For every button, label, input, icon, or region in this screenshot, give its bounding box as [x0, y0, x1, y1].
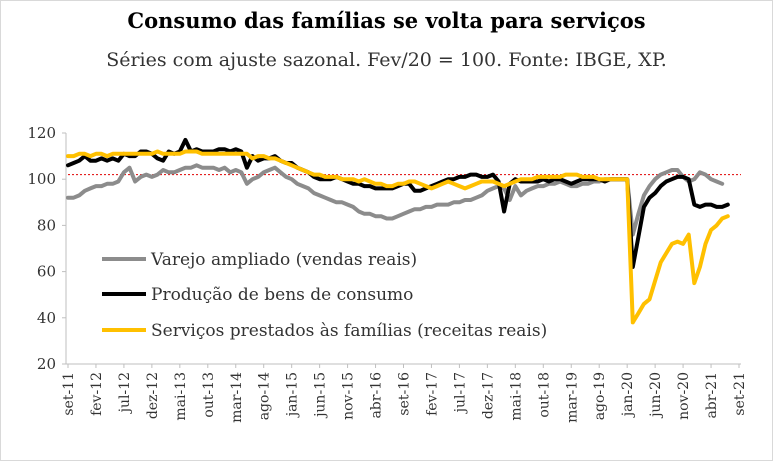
y-tick-label: 100: [27, 170, 56, 188]
x-tick-label: jun-20: [648, 372, 664, 419]
legend-label-producao: Produção de bens de consumo: [151, 285, 413, 305]
x-tick-label: fev-12: [89, 372, 105, 416]
x-tick-label: ago-19: [592, 372, 608, 420]
x-tick-label: set-16: [397, 372, 413, 416]
x-tick-label: out-13: [201, 372, 217, 418]
x-tick-label: out-18: [536, 372, 552, 418]
y-tick-label: 80: [37, 216, 56, 234]
y-tick-label: 40: [37, 309, 56, 327]
legend: Varejo ampliado (vendas reais) Produção d…: [102, 250, 547, 341]
x-tick-label: set-21: [732, 372, 748, 416]
x-tick-label: set-11: [61, 372, 77, 416]
y-tick-label: 120: [27, 124, 56, 142]
series-line-servicos: [66, 149, 730, 325]
axis-layer: 20 40 60 80 100 120 set-11 fev-12 jul-12 dez-12 ma…: [27, 124, 748, 423]
x-tick-label: nov-15: [341, 372, 357, 420]
x-tick-label: nov-20: [676, 372, 692, 420]
x-tick-label: jul-12: [117, 372, 133, 414]
x-tick-label: mar-14: [229, 372, 245, 423]
x-tick-label: jul-17: [452, 372, 468, 414]
x-tick-label: jun-15: [313, 372, 329, 419]
x-tick-label: jan-20: [620, 372, 636, 418]
x-tick-label: ago-14: [257, 372, 273, 420]
chart-title: Consumo das famílias se volta para servi…: [127, 8, 646, 33]
x-tick-label: dez-17: [480, 372, 496, 419]
x-tick-label: jan-15: [285, 372, 301, 418]
x-tick-label: abr-21: [704, 372, 720, 419]
x-tick-label: dez-12: [145, 372, 161, 419]
legend-label-varejo: Varejo ampliado (vendas reais): [150, 250, 417, 270]
x-tick-label: abr-16: [369, 372, 385, 419]
series-line-varejo: [66, 163, 725, 237]
x-tick-label: mar-19: [564, 372, 580, 423]
y-tick-label: 20: [37, 355, 56, 373]
y-tick-label: 60: [37, 263, 56, 281]
x-tick-label: mai-18: [508, 372, 524, 421]
series-layer: [66, 137, 730, 325]
legend-label-servicos: Serviços prestados às famílias (receitas…: [151, 321, 547, 341]
x-tick-label: fev-17: [424, 372, 440, 416]
chart-subtitle: Séries com ajuste sazonal. Fev/20 = 100.…: [106, 49, 667, 71]
x-tick-label: mai-13: [173, 372, 189, 421]
